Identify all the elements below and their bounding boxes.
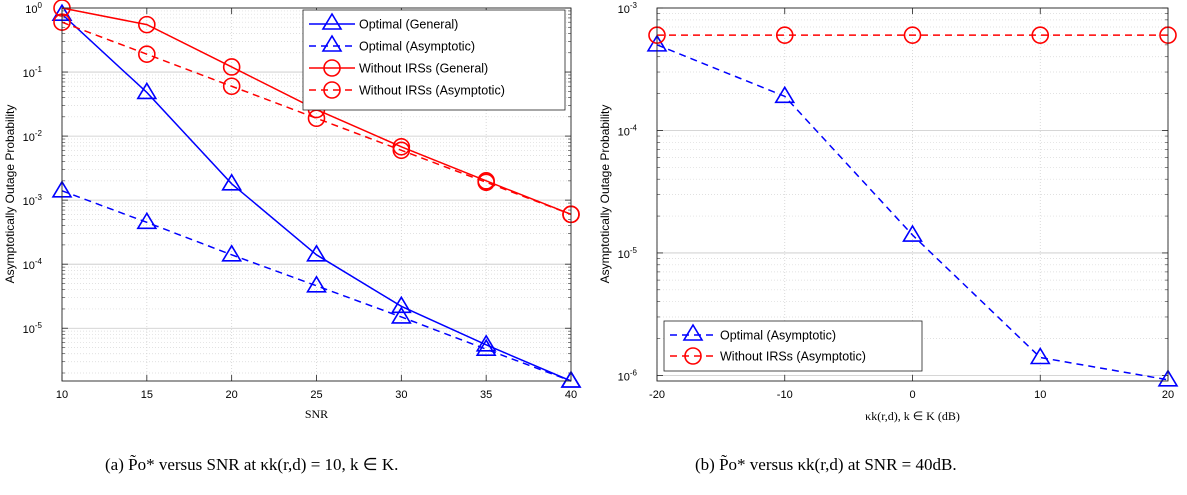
- data-point: [221, 173, 243, 191]
- y-tick-exponent: -3: [630, 1, 638, 10]
- data-point: [222, 58, 241, 76]
- y-tick-exponent: -6: [630, 368, 638, 377]
- y-tick-exponent: -5: [630, 246, 638, 255]
- x-tick-label: 15: [141, 389, 153, 401]
- legend-entry: Without IRSs (Asymptotic): [720, 350, 866, 364]
- x-tick-label: 10: [56, 389, 68, 401]
- y-tick-exponent: -4: [35, 257, 43, 266]
- y-tick-exponent: 0: [38, 1, 43, 10]
- y-tick-exponent: -1: [35, 65, 43, 74]
- y-tick-exponent: -4: [630, 123, 638, 132]
- series-line: [656, 44, 1169, 381]
- data-point: [138, 45, 156, 63]
- data-point: [774, 85, 796, 104]
- caption-b: (b) P̃o* versus κk(r,d) at SNR = 40dB.: [695, 455, 957, 474]
- legend-entry: Without IRSs (General): [359, 62, 488, 76]
- data-point: [392, 141, 411, 160]
- y-axis-label: Asymptotically Outage Probability: [3, 105, 17, 284]
- x-tick-label: 20: [226, 389, 238, 401]
- series-line: [61, 13, 572, 382]
- plot-frame: [656, 7, 1169, 382]
- x-tick-label: 35: [480, 389, 492, 401]
- y-tick-label: 10-4: [618, 123, 638, 138]
- legend-box: [302, 9, 566, 111]
- y-tick-label: 10-6: [618, 368, 638, 383]
- data-point: [1031, 26, 1050, 44]
- series-line: [61, 190, 572, 382]
- plot-frame: [61, 7, 572, 382]
- legend-marker: [323, 59, 341, 77]
- y-tick-label: 10-3: [618, 1, 638, 16]
- y-tick-exponent: -5: [35, 321, 43, 330]
- y-tick-label: 10-2: [23, 129, 43, 144]
- x-tick-label: 0: [909, 389, 915, 401]
- legend-box: [663, 320, 923, 372]
- legend-marker: [321, 34, 343, 52]
- data-point: [136, 211, 158, 230]
- y-tick-label: 100: [25, 1, 42, 16]
- series-line: [61, 21, 572, 216]
- x-tick-label: -20: [649, 389, 665, 401]
- data-point: [306, 244, 327, 262]
- y-tick-exponent: -3: [35, 193, 43, 202]
- legend-marker: [321, 12, 343, 30]
- series-optimal-general-: [51, 3, 582, 388]
- x-tick-label: 40: [565, 389, 577, 401]
- legend-entry: Optimal (General): [359, 18, 458, 32]
- y-tick-label: 10-3: [23, 193, 43, 208]
- y-tick-label: 10-4: [23, 257, 43, 272]
- series-optimal-asymptotic-: [646, 34, 1179, 387]
- legend: Optimal (Asymptotic) Without IRSs (Asympt…: [663, 320, 923, 372]
- legend-marker: [684, 347, 702, 365]
- y-tick-label: 10-5: [23, 321, 43, 336]
- legend-marker: [323, 81, 341, 99]
- data-point: [902, 224, 923, 242]
- x-axis-label: SNR: [305, 407, 328, 421]
- x-axis-label: κk(r,d), k ∈ K (dB): [865, 409, 960, 423]
- legend: Optimal (General) Optimal (Asymptotic) Wit…: [302, 9, 566, 111]
- legend-entry: Optimal (Asymptotic): [359, 40, 475, 54]
- y-tick-exponent: -2: [35, 129, 43, 138]
- caption-a: (a) P̃o* versus SNR at κk(r,d) = 10, k ∈…: [105, 455, 399, 474]
- x-tick-label: 10: [1034, 389, 1046, 401]
- y-tick-label: 10-1: [23, 65, 43, 80]
- data-point: [138, 15, 156, 34]
- data-point: [221, 244, 243, 262]
- x-tick-label: -10: [777, 389, 793, 401]
- data-point: [222, 77, 241, 96]
- data-point: [903, 26, 922, 44]
- data-point: [136, 81, 158, 100]
- data-point: [475, 338, 497, 357]
- chart-panel-b: 10-6 10-5 10-4 10-3 -20 -10 0 10 20 Optimal (Asym…: [598, 1, 1179, 423]
- legend-marker: [682, 323, 704, 341]
- data-point: [475, 334, 497, 352]
- legend-entry: Optimal (Asymptotic): [720, 329, 836, 343]
- data-point: [477, 173, 495, 192]
- x-tick-label: 25: [310, 389, 322, 401]
- data-point: [1157, 369, 1179, 387]
- x-tick-label: 20: [1162, 389, 1174, 401]
- data-point: [390, 295, 412, 314]
- y-axis-label: Asymptotically Outage Probability: [598, 105, 612, 284]
- data-point: [775, 26, 794, 44]
- data-point: [1029, 346, 1051, 365]
- data-point: [306, 275, 327, 293]
- data-point: [560, 370, 582, 388]
- data-point: [390, 306, 412, 324]
- legend-entry: Without IRSs (Asymptotic): [359, 84, 505, 98]
- chart-panel-a: 10-5 10-4 10-3 10-2 10-1 100 10 15 20 25 30 35 40 Opt…: [3, 0, 582, 421]
- x-tick-label: 30: [395, 389, 407, 401]
- y-tick-label: 10-5: [618, 246, 638, 261]
